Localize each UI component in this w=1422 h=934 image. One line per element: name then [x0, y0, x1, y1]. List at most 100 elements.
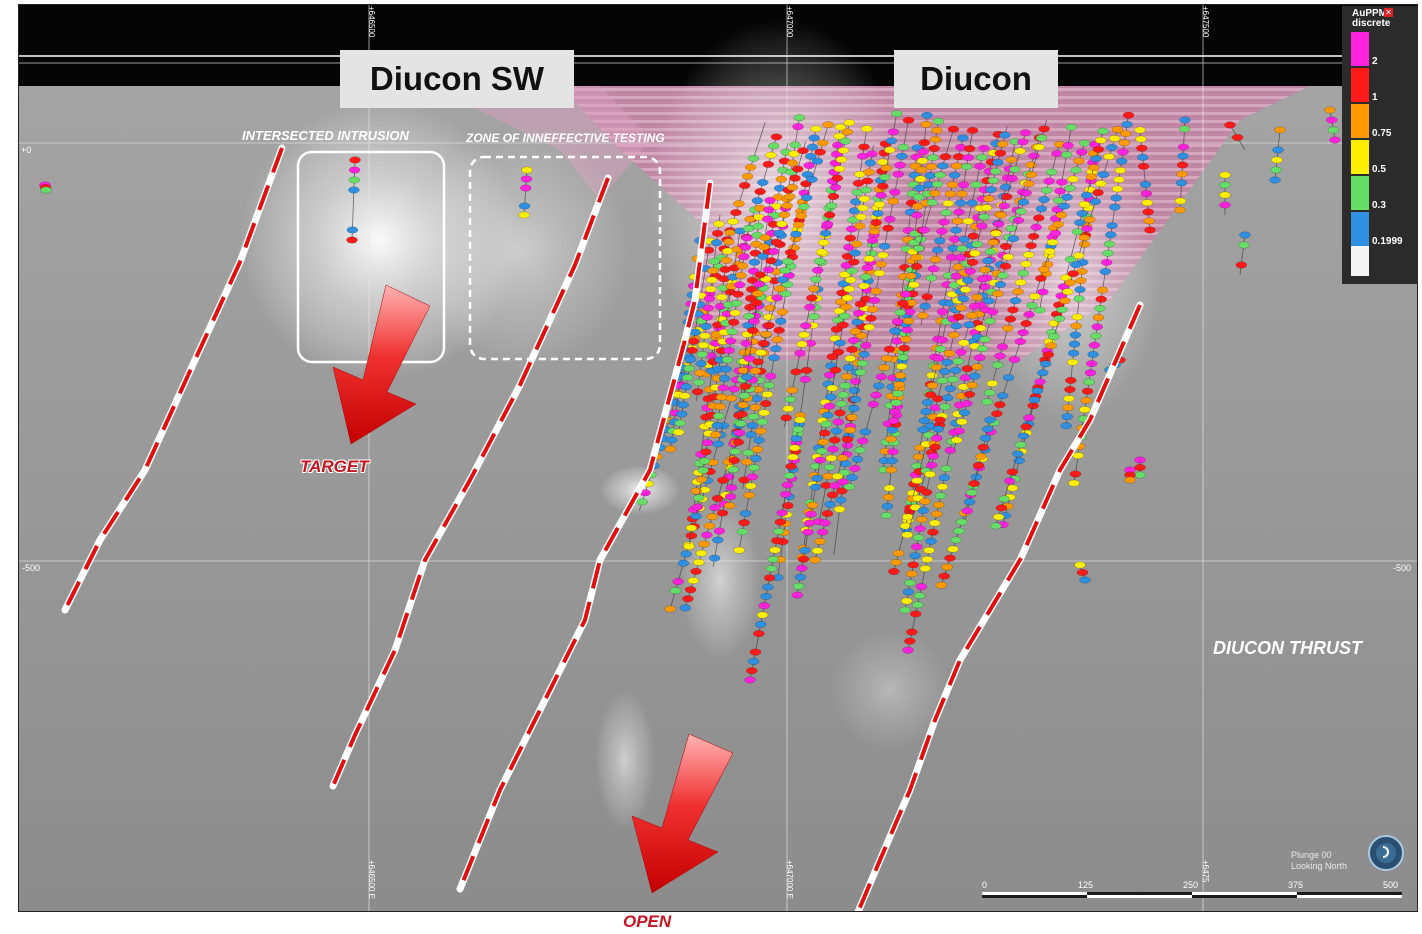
easting-label-top: +646500	[367, 6, 376, 38]
assay-disc	[1064, 255, 1077, 263]
assay-disc	[890, 558, 902, 566]
assay-disc	[946, 181, 959, 189]
assay-disc	[877, 158, 889, 166]
assay-disc	[790, 230, 802, 238]
assay-disc	[793, 582, 805, 590]
assay-disc	[789, 141, 801, 149]
assay-disc	[776, 220, 788, 228]
assay-disc	[1033, 214, 1045, 222]
assay-disc	[1097, 171, 1110, 179]
assay-disc	[664, 605, 676, 613]
assay-disc	[857, 437, 869, 445]
assay-disc	[745, 431, 757, 439]
assay-disc	[847, 216, 859, 224]
assay-disc	[831, 174, 844, 182]
legend-swatch	[1351, 176, 1369, 210]
assay-disc	[885, 137, 898, 145]
assay-disc	[765, 257, 777, 265]
assay-disc	[1076, 210, 1088, 217]
assay-disc	[1020, 320, 1032, 327]
assay-disc	[1007, 306, 1019, 314]
assay-disc	[753, 436, 765, 444]
assay-disc	[1095, 180, 1107, 188]
assay-disc	[991, 361, 1004, 369]
assay-disc	[837, 321, 849, 329]
assay-disc	[819, 229, 832, 237]
assay-disc	[986, 308, 999, 316]
assay-disc	[870, 287, 882, 295]
assay-disc	[858, 195, 871, 203]
assay-disc	[1012, 288, 1024, 296]
assay-disc	[957, 295, 970, 303]
assay-disc	[842, 364, 855, 372]
assay-disc	[708, 554, 721, 562]
assay-disc	[806, 143, 819, 151]
assay-disc	[1058, 202, 1070, 210]
assay-disc	[938, 218, 950, 226]
assay-disc	[844, 234, 857, 242]
assay-disc	[841, 373, 853, 381]
assay-disc	[1113, 176, 1125, 184]
assay-disc	[983, 389, 996, 397]
assay-disc	[994, 352, 1006, 360]
assay-disc	[1074, 286, 1086, 294]
assay-disc	[995, 504, 1008, 512]
assay-disc	[834, 409, 846, 417]
assay-disc	[981, 398, 993, 406]
assay-disc	[844, 276, 857, 284]
assay-disc	[897, 299, 909, 307]
assay-disc	[999, 262, 1012, 270]
assay-disc	[1109, 203, 1121, 211]
assay-disc	[760, 330, 772, 338]
assay-disc	[966, 126, 979, 134]
assay-disc	[934, 171, 946, 179]
assay-disc	[837, 146, 850, 154]
assay-disc	[948, 281, 960, 289]
assay-disc	[755, 427, 767, 435]
assay-disc	[749, 367, 762, 375]
assay-disc	[926, 199, 938, 206]
assay-disc	[790, 368, 802, 376]
assay-disc	[992, 220, 1005, 228]
assay-disc	[891, 318, 904, 326]
legend-close-icon[interactable]: ✕	[1384, 8, 1393, 17]
assay-disc	[971, 240, 983, 248]
assay-disc	[841, 252, 854, 260]
drillhole-trace	[849, 129, 954, 487]
assay-disc	[1062, 404, 1074, 412]
assay-disc	[990, 522, 1002, 530]
legend-label: 2	[1372, 56, 1378, 67]
assay-disc	[846, 267, 858, 275]
assay-disc	[1118, 139, 1131, 147]
assay-disc	[936, 483, 949, 491]
assay-disc	[738, 182, 751, 189]
assay-disc	[953, 427, 965, 435]
assay-disc	[1052, 196, 1065, 204]
assay-disc	[1014, 147, 1026, 155]
assay-disc	[829, 183, 842, 191]
assay-disc	[902, 513, 914, 521]
assay-disc	[1035, 274, 1047, 282]
assay-disc	[804, 303, 816, 311]
assay-disc	[911, 477, 923, 485]
assay-disc	[746, 473, 759, 481]
assay-disc	[1084, 216, 1096, 224]
assay-disc	[1061, 288, 1074, 296]
assay-disc	[875, 191, 887, 199]
assay-disc	[827, 445, 839, 453]
assay-disc	[808, 312, 820, 320]
assay-disc	[1064, 184, 1076, 192]
assay-disc	[957, 339, 970, 347]
assay-disc	[1066, 358, 1079, 366]
assay-disc	[939, 403, 951, 411]
assay-disc	[913, 592, 926, 600]
assay-disc	[847, 336, 860, 344]
plunge-text: Plunge 00	[1291, 850, 1332, 860]
assay-disc	[1037, 288, 1049, 296]
assay-disc	[1092, 189, 1104, 197]
assay-disc	[991, 410, 1003, 418]
assay-disc	[1092, 314, 1105, 322]
assay-disc	[957, 134, 969, 142]
legend-swatch	[1351, 32, 1369, 66]
